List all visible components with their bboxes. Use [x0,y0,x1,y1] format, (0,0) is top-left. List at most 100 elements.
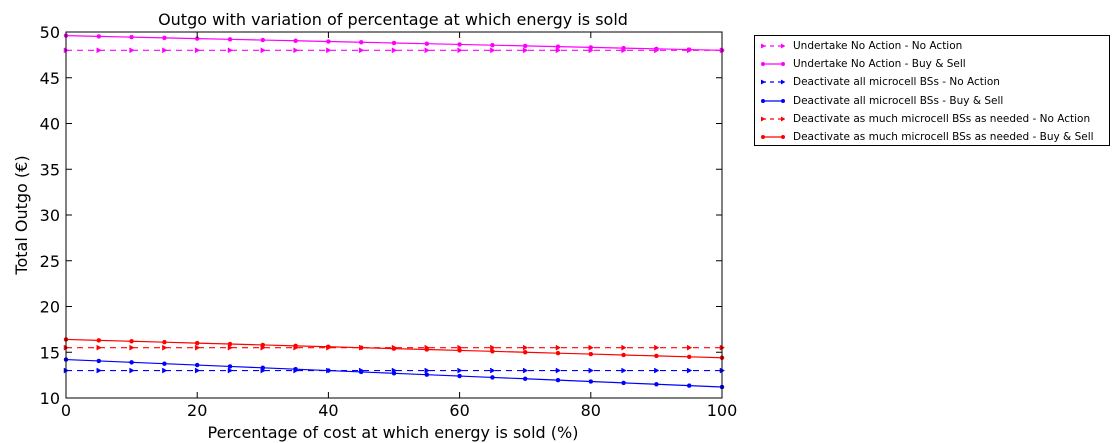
data-point [293,38,298,44]
legend-swatch-marker [761,43,766,49]
x-tick-label: 40 [318,401,338,420]
data-point [522,43,528,49]
data-point [555,377,561,383]
data-point [522,376,528,382]
data-point [490,367,496,374]
y-tick-label: 15 [40,343,60,362]
legend-label: Deactivate all microcell BSs - No Action [793,76,1000,89]
data-point [457,47,463,54]
data-point [588,367,594,374]
data-point [457,42,462,47]
plot-area [63,33,726,390]
legend-swatch-marker [781,79,785,85]
y-tick-label: 45 [40,69,60,88]
data-point [522,350,528,355]
data-point [227,367,234,374]
data-point [358,47,365,54]
legend-swatch-marker [761,79,766,85]
legend-label: Deactivate as much microcell BSs as need… [793,112,1091,125]
data-point [522,367,529,374]
y-tick-label: 25 [40,252,60,271]
data-point [260,47,266,54]
data-point [588,344,594,351]
data-point [129,34,134,40]
y-tick-label: 40 [40,115,60,134]
data-point [654,344,660,351]
y-tick-label: 50 [40,23,60,42]
data-point [194,367,201,374]
data-point [522,344,529,351]
y-tick-label: 35 [40,160,60,179]
data-point [326,368,331,373]
legend-swatch-marker [761,116,766,122]
data-point [555,367,562,374]
data-point [227,37,233,42]
legend-swatch-marker [781,43,785,49]
data-point [654,367,660,374]
data-point [227,341,233,347]
legend-entry: Undertake No Action - No Action [761,37,1109,55]
legend-swatch-marker [761,98,765,103]
data-point [490,375,495,380]
data-point [457,367,463,374]
x-axis-label: Percentage of cost at which energy is so… [208,423,579,442]
data-point [129,360,134,365]
legend-label: Deactivate as much microcell BSs as need… [793,131,1094,144]
legend-swatch-marker [761,135,765,140]
data-point [686,367,693,374]
data-point [686,383,692,388]
data-point [621,380,626,386]
x-tick-label: 80 [581,401,601,420]
x-tick-label: 0 [61,401,71,420]
data-point [293,343,298,349]
data-point [522,47,529,54]
data-point [490,344,496,351]
data-point [194,340,200,346]
data-point [194,47,201,54]
data-point [424,372,430,377]
legend-entry: Deactivate as much microcell BSs as need… [761,110,1109,128]
data-point [457,348,462,353]
data-point [293,47,299,54]
data-point [326,344,331,350]
data-point [555,47,562,54]
data-point [588,351,594,357]
data-point [391,346,397,351]
data-point [424,367,430,374]
legend-entry: Deactivate all microcell BSs - No Action [761,73,1109,91]
legend-swatch [761,135,785,140]
data-point [391,40,397,46]
data-point [162,35,167,41]
data-point [260,37,266,43]
data-point [686,344,693,351]
y-tick-label: 10 [40,389,60,408]
data-point [129,339,134,344]
data-point [129,367,135,374]
data-point [654,353,659,359]
x-tick-label: 60 [449,401,469,420]
data-point [686,47,692,52]
y-tick-label: 30 [40,206,60,225]
data-point [326,47,332,54]
data-point [391,371,397,376]
legend-swatch-marker [761,62,765,67]
data-point [194,344,201,351]
data-point [96,34,102,39]
legend: Undertake No Action - No Action Undertake… [754,35,1110,146]
legend-label: Undertake No Action - Buy & Sell [793,58,966,71]
data-point [293,366,298,372]
data-point [555,350,561,356]
legend-swatch [761,62,785,67]
legend-swatch [761,116,785,122]
legend-entry: Undertake No Action - Buy & Sell [761,55,1109,73]
data-point [490,47,496,54]
data-point [194,362,200,368]
data-point [260,342,266,348]
legend-swatch [761,43,785,49]
data-point [654,46,659,52]
data-point [129,47,135,54]
x-tick-label: 100 [707,401,738,420]
data-point [588,379,594,384]
data-point [358,39,364,45]
